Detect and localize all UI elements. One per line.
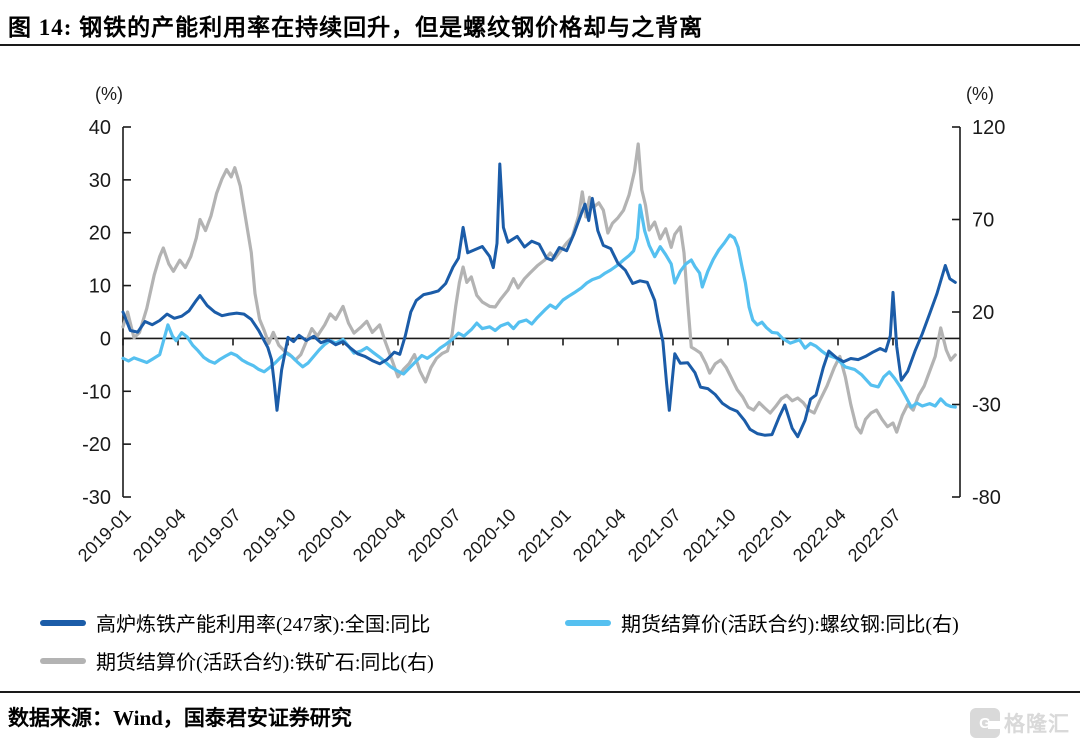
title-divider: [0, 44, 1080, 46]
legend-label-rebar: 期货结算价(活跃合约):螺纹钢:同比(右): [621, 614, 959, 636]
data-source-text: 数据来源：Wind，国泰君安证券研究: [8, 706, 352, 730]
gelonghui-logo-text: 格隆汇: [1004, 712, 1070, 736]
gelonghui-watermark: G 格隆汇: [970, 708, 1070, 738]
left-axis-tick-label: 20: [89, 223, 111, 245]
legend-row-1: 高炉炼铁产能利用率(247家):全国:同比 期货结算价(活跃合约):螺纹钢:同比…: [0, 604, 1080, 642]
legend-swatch-gray: [40, 657, 86, 664]
right-axis-tick-label: 120: [972, 117, 1005, 139]
legend-swatch-lightblue: [565, 619, 611, 626]
line-chart: 40 30 20 10 0 -10 -20 -30 120 70 20 -30 -80 (%) (%) 201…: [74, 84, 1005, 566]
legend-label-capacity-utilization: 高炉炼铁产能利用率(247家):全国:同比: [96, 614, 431, 636]
x-axis-tick-label: 2021-07: [624, 505, 685, 566]
right-axis-tick-label: -30: [972, 395, 1001, 417]
x-axis-tick-label: 2021-10: [679, 505, 740, 566]
right-axis-tick-label: 20: [972, 302, 994, 324]
legend-row-2: 期货结算价(活跃合约):铁矿石:同比(右): [0, 642, 1080, 680]
left-axis-tick-label: -20: [82, 434, 111, 456]
figure-title: 图 14: 钢铁的产能利用率在持续回升，但是螺纹钢价格却与之背离: [8, 15, 704, 40]
legend-item-iron-ore: 期货结算价(活跃合约):铁矿石:同比(右): [40, 646, 434, 675]
chart-legend: 高炉炼铁产能利用率(247家):全国:同比 期货结算价(活跃合约):螺纹钢:同比…: [0, 604, 1080, 680]
x-axis-tick-label: 2019-01: [74, 505, 135, 566]
x-axis-tick-label: 2020-04: [349, 505, 410, 566]
left-axis-tick-label: 30: [89, 170, 111, 192]
x-axis-tick-label: 2019-07: [184, 505, 245, 566]
x-axis-tick-label: 2021-04: [569, 505, 630, 566]
series-line-1: [121, 203, 957, 409]
x-axis-tick-label: 2019-10: [239, 505, 300, 566]
right-axis-tick-label: -80: [972, 487, 1001, 509]
series-line-0: [121, 162, 957, 439]
right-axis-unit: (%): [966, 84, 994, 104]
gelonghui-logo-icon: G: [970, 708, 1000, 738]
left-axis-tick-label: -30: [82, 487, 111, 509]
x-axis-tick-label: 2022-04: [789, 505, 850, 566]
left-axis-unit: (%): [95, 84, 123, 104]
left-axis-tick-label: 10: [89, 276, 111, 298]
x-axis-tick-label: 2022-07: [844, 505, 905, 566]
x-axis-tick-label: 2020-07: [404, 505, 465, 566]
x-axis-tick-label: 2020-01: [294, 505, 355, 566]
x-axis-tick-label: 2020-10: [459, 505, 520, 566]
left-axis-tick-label: 40: [89, 117, 111, 139]
legend-item-capacity-utilization: 高炉炼铁产能利用率(247家):全国:同比: [40, 608, 430, 637]
left-axis-tick-label: -10: [82, 381, 111, 403]
legend-item-rebar: 期货结算价(活跃合约):螺纹钢:同比(右): [565, 608, 959, 637]
x-axis-tick-label: 2019-04: [129, 505, 190, 566]
footer-divider: [0, 691, 1080, 693]
left-axis-tick-label: 0: [100, 328, 111, 350]
legend-label-iron-ore: 期货结算价(活跃合约):铁矿石:同比(右): [96, 652, 434, 674]
right-axis-tick-label: 70: [972, 210, 994, 232]
x-axis-tick-label: 2021-01: [514, 505, 575, 566]
x-axis-tick-label: 2022-01: [734, 505, 795, 566]
series-line-2: [121, 142, 957, 435]
legend-swatch-darkblue: [40, 619, 86, 626]
